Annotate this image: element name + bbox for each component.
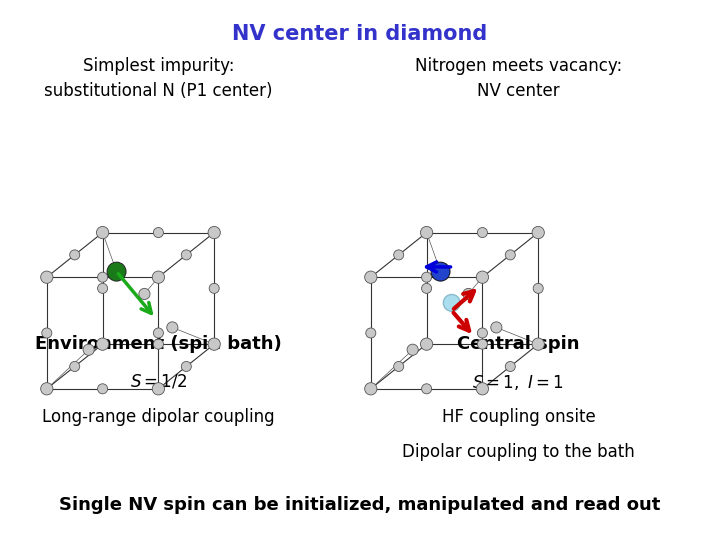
Circle shape	[394, 361, 404, 372]
Circle shape	[420, 338, 433, 350]
Circle shape	[364, 271, 377, 284]
Text: Long-range dipolar coupling: Long-range dipolar coupling	[42, 408, 275, 426]
Circle shape	[181, 361, 192, 372]
Circle shape	[422, 284, 431, 293]
Text: Single NV spin can be initialized, manipulated and read out: Single NV spin can be initialized, manip…	[59, 496, 661, 514]
Text: Dipolar coupling to the bath: Dipolar coupling to the bath	[402, 443, 635, 461]
Text: $S = 1/2$: $S = 1/2$	[130, 373, 187, 390]
Circle shape	[96, 226, 109, 239]
Circle shape	[96, 338, 109, 350]
Circle shape	[477, 339, 487, 349]
Circle shape	[153, 339, 163, 349]
Circle shape	[167, 322, 178, 333]
Text: Nitrogen meets vacancy:
NV center: Nitrogen meets vacancy: NV center	[415, 57, 622, 100]
Circle shape	[477, 328, 487, 338]
Text: HF coupling onsite: HF coupling onsite	[441, 408, 595, 426]
Circle shape	[40, 383, 53, 395]
Circle shape	[98, 272, 107, 282]
Text: Central spin: Central spin	[457, 335, 580, 353]
Circle shape	[534, 284, 543, 293]
Text: $S = 1,\ I = 1$: $S = 1,\ I = 1$	[472, 373, 564, 392]
Circle shape	[431, 262, 450, 281]
Circle shape	[407, 344, 418, 355]
Circle shape	[40, 271, 53, 284]
Circle shape	[107, 262, 126, 281]
Circle shape	[476, 271, 489, 284]
Circle shape	[491, 322, 502, 333]
Circle shape	[422, 384, 431, 394]
Circle shape	[366, 328, 376, 338]
Circle shape	[152, 271, 165, 284]
Circle shape	[477, 227, 487, 238]
Circle shape	[476, 383, 489, 395]
Circle shape	[208, 338, 220, 350]
Circle shape	[70, 250, 80, 260]
Circle shape	[181, 250, 192, 260]
Circle shape	[210, 284, 219, 293]
Circle shape	[111, 266, 122, 277]
Circle shape	[98, 384, 107, 394]
Circle shape	[153, 227, 163, 238]
Circle shape	[444, 294, 460, 311]
Circle shape	[505, 250, 516, 260]
Circle shape	[208, 226, 220, 239]
Circle shape	[532, 338, 544, 350]
Circle shape	[505, 361, 516, 372]
Circle shape	[394, 250, 404, 260]
Text: NV center in diamond: NV center in diamond	[233, 24, 487, 44]
Circle shape	[532, 226, 544, 239]
Text: Environment (spin bath): Environment (spin bath)	[35, 335, 282, 353]
Circle shape	[420, 226, 433, 239]
Circle shape	[463, 288, 474, 300]
Circle shape	[435, 266, 446, 277]
Circle shape	[70, 361, 80, 372]
Text: Simplest impurity:
substitutional N (P1 center): Simplest impurity: substitutional N (P1 …	[44, 57, 273, 100]
Circle shape	[364, 383, 377, 395]
Circle shape	[153, 328, 163, 338]
Circle shape	[98, 284, 107, 293]
Circle shape	[42, 328, 52, 338]
Circle shape	[139, 288, 150, 300]
Circle shape	[83, 344, 94, 355]
Circle shape	[152, 383, 165, 395]
Circle shape	[422, 272, 431, 282]
